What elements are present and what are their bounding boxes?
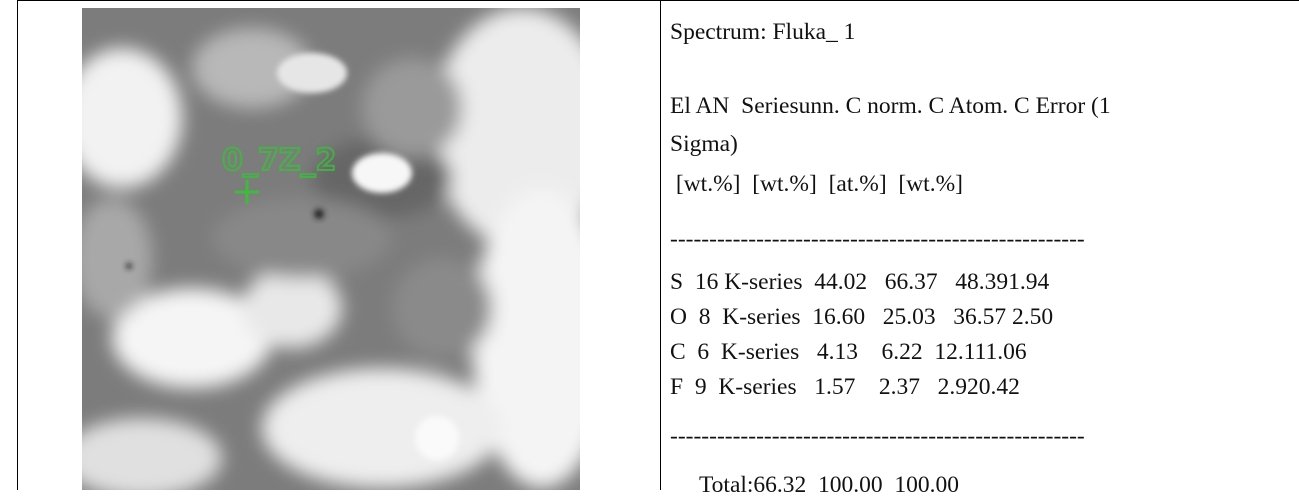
header-line: Sigma) [670,131,738,157]
element-row: O 8 K-series 16.60 25.03 36.57 2.50 [670,304,1054,330]
element-row: F 9 K-series 1.57 2.37 2.920.42 [670,374,1020,400]
spectrum-title: Spectrum: Fluka_ 1 [670,19,856,45]
sem-image: 0_7Z_2 [82,8,580,490]
header-line: El AN Seriesunn. C norm. C Atom. C Error… [670,93,1111,119]
header-line: [wt.%] [wt.%] [at.%] [wt.%] [670,171,963,197]
element-row: C 6 K-series 4.13 6.22 12.111.06 [670,339,1027,365]
separator: ----------------------------------------… [670,423,1085,449]
table-left-border [17,0,18,490]
table-divider [660,0,661,490]
spot-label: 0_7Z_2 [222,143,336,178]
table-top-border [17,0,1299,1]
spot-marker [235,180,259,204]
total-line: Total:66.32 100.00 100.00 [670,472,960,498]
element-row: S 16 K-series 44.02 66.37 48.391.94 [670,269,1050,295]
separator: ----------------------------------------… [670,226,1085,252]
